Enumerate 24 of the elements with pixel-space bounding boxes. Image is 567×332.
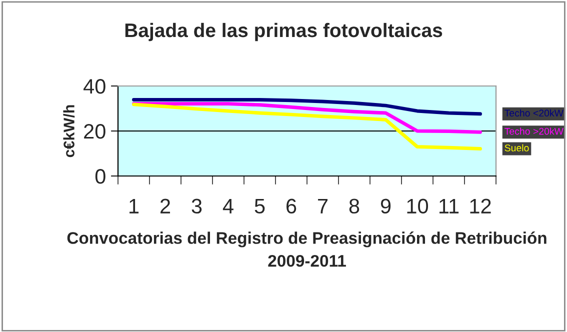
- x-axis-title: Convocatorias del Registro de Preasignación de Retribución 2009-2011: [67, 232, 546, 267]
- line-series: [132, 98, 482, 116]
- line-series: [132, 102, 482, 134]
- y-tick-label: 20: [84, 124, 106, 139]
- x-tick-label: 3: [192, 198, 202, 214]
- x-tick-label: 10: [407, 198, 428, 214]
- x-tick-label: 5: [254, 198, 265, 214]
- y-tick-label: 40: [84, 79, 106, 94]
- x-tick-label: 8: [349, 198, 360, 214]
- text: Suelo: [504, 144, 529, 152]
- x-tick-label: 9: [380, 198, 391, 214]
- x-tick-label: 6: [286, 198, 296, 214]
- y-axis-title: c€kW/h: [63, 105, 75, 158]
- text: Techo >20kW: [504, 128, 564, 135]
- x-tick-label: 7: [318, 198, 328, 214]
- line-series: [132, 102, 482, 151]
- text: Techo <20kW: [504, 109, 564, 117]
- x-tick-label: 4: [222, 198, 234, 214]
- x-tick-label: 11: [440, 198, 459, 214]
- x-tick-label: 12: [470, 198, 491, 214]
- y-tick-label: 0: [95, 169, 106, 184]
- x-tick-label: 1: [130, 198, 139, 214]
- x-tick-label: 2: [160, 198, 170, 214]
- chart-title: Bajada de las primas fotovoltaicas: [125, 22, 442, 42]
